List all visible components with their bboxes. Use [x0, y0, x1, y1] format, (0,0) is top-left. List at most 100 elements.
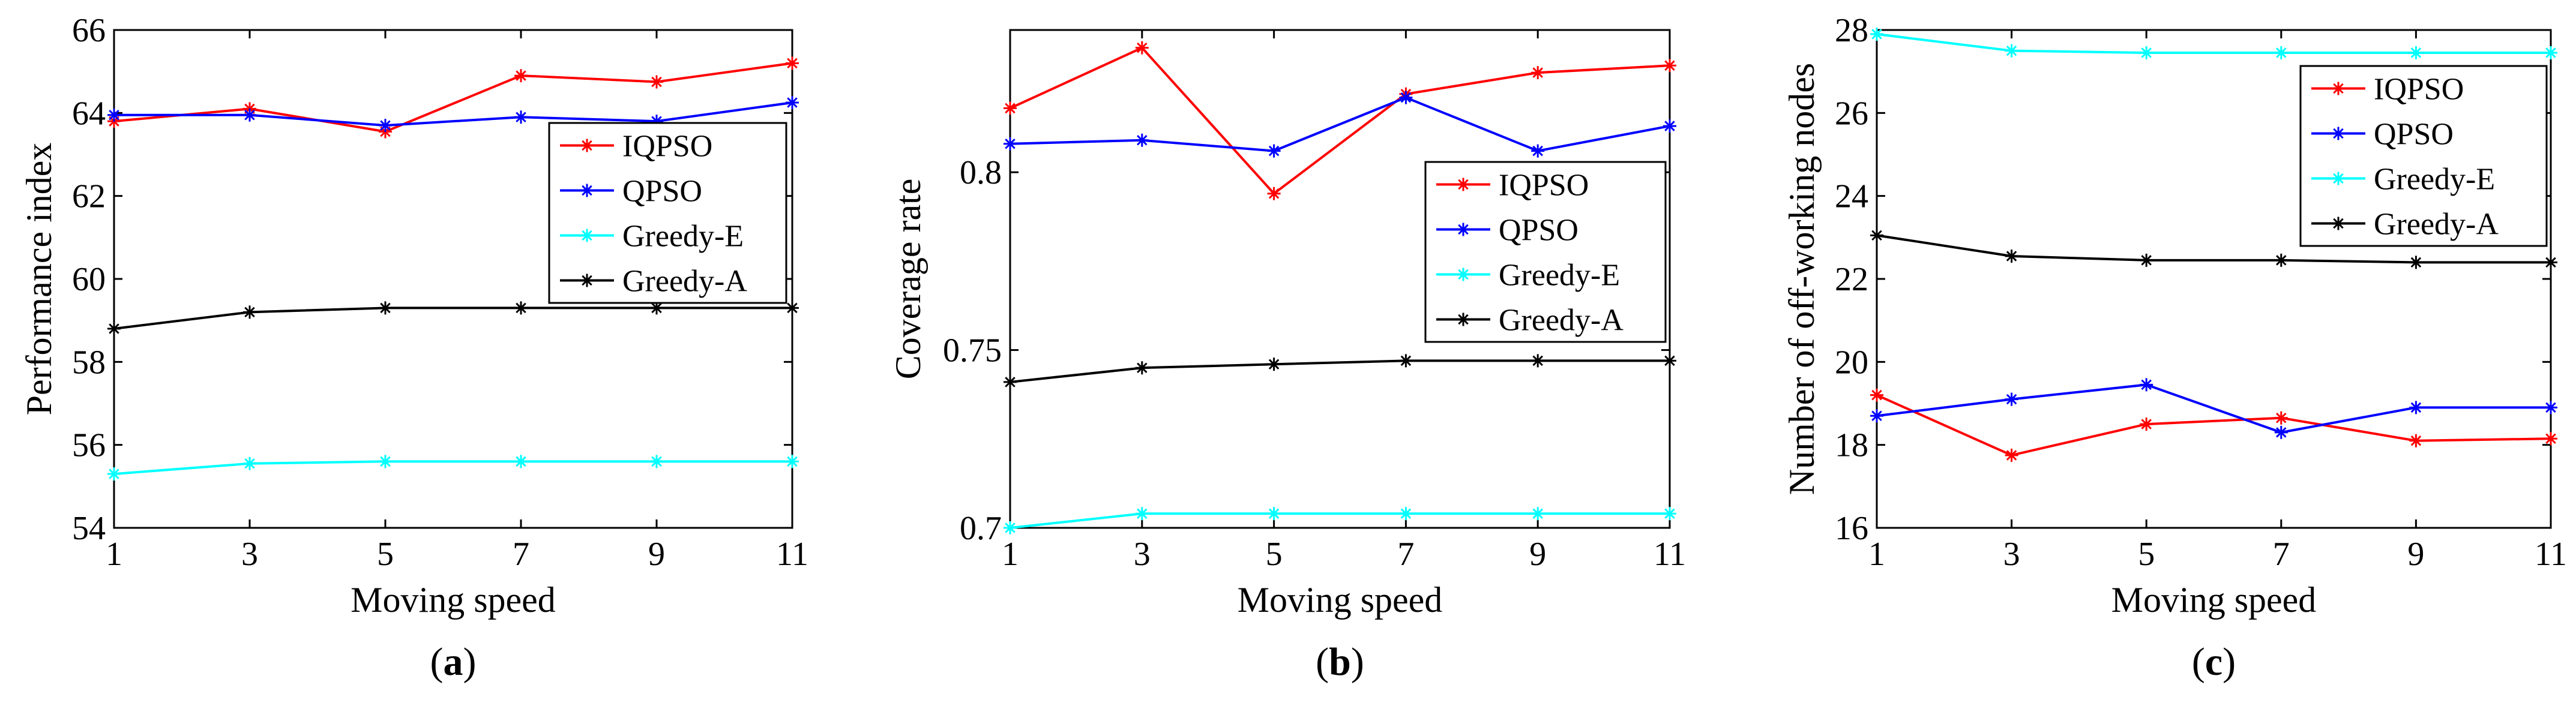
- x-tick-label: 7: [1397, 536, 1414, 573]
- panel-a: 54 56 58 60 62 64 66 1 3 5 7 9 11 Moving speed Perform…: [19, 12, 808, 684]
- series-greedy-a: [1870, 229, 2557, 269]
- series-line: [1876, 32, 2551, 55]
- data-point: [1531, 66, 1545, 80]
- panel-c: 16 18 20 22 24 26 28 1 3 5 7 9 11 Moving speed Number …: [1782, 12, 2567, 684]
- x-tick-label: 1: [106, 536, 122, 573]
- legend-marker: [580, 274, 594, 287]
- x-tick-label: 9: [2407, 536, 2424, 573]
- data-point: [1399, 354, 1413, 368]
- y-tick-label: 66: [72, 12, 106, 49]
- panel-caption: (c): [2192, 640, 2236, 684]
- y-tick-label: 0.7: [960, 510, 1002, 547]
- series-line: [1010, 359, 1670, 383]
- data-point: [2140, 378, 2153, 392]
- y-tick-label: 60: [72, 261, 106, 298]
- series-line: [113, 307, 792, 330]
- legend-label: Greedy-E: [622, 220, 744, 254]
- data-point: [1870, 27, 1883, 41]
- y-tick-label: 54: [72, 510, 106, 547]
- data-point: [1870, 409, 1883, 423]
- series-greedy-a: [1004, 354, 1676, 389]
- data-point: [2544, 256, 2557, 269]
- data-point: [1135, 41, 1149, 55]
- data-point: [2005, 448, 2018, 462]
- legend-marker: [1457, 268, 1470, 281]
- y-axis-label: Performance index: [19, 143, 59, 416]
- data-point: [1004, 101, 1017, 115]
- data-point: [1399, 91, 1413, 104]
- legend-label: IQPSO: [1499, 169, 1589, 203]
- x-tick-label: 3: [1134, 536, 1151, 573]
- data-point: [2274, 411, 2288, 425]
- data-point: [2274, 253, 2288, 267]
- data-point: [107, 467, 121, 481]
- x-tick-label: 7: [2273, 536, 2290, 573]
- legend-label: IQPSO: [622, 130, 712, 164]
- legend-box: [548, 122, 787, 304]
- data-point: [514, 455, 528, 468]
- data-point: [2274, 425, 2288, 439]
- x-tick-label: 5: [377, 536, 394, 573]
- data-point: [1267, 144, 1281, 158]
- data-point: [107, 108, 121, 122]
- data-point: [786, 301, 799, 315]
- legend-marker: [580, 184, 594, 197]
- data-point: [2409, 256, 2423, 269]
- y-tick-label: 22: [1835, 261, 1868, 298]
- data-point: [1135, 133, 1149, 147]
- data-point: [2140, 417, 2153, 431]
- y-tick-label: 28: [1835, 12, 1868, 49]
- y-tick-label: 24: [1835, 178, 1868, 215]
- data-point: [379, 119, 392, 133]
- legend-marker: [1457, 178, 1470, 191]
- x-axis-label: Moving speed: [351, 580, 556, 620]
- series-greedy-e: [1004, 507, 1676, 534]
- y-tick-label: 18: [1835, 427, 1868, 464]
- x-tick-label: 9: [648, 536, 665, 573]
- data-point: [1135, 507, 1149, 521]
- legend-marker: [2332, 82, 2345, 95]
- panel-caption-letter: a: [444, 640, 463, 684]
- series-line: [1876, 383, 2551, 434]
- y-tick-label: 16: [1835, 510, 1868, 547]
- legend-label: QPSO: [622, 175, 702, 209]
- plot-area-frame: [1009, 29, 1671, 529]
- x-tick-label: 3: [2003, 536, 2020, 573]
- panel-b: 0.7 0.75 0.8 1 3 5 7 9 11 Moving speed Coverage ra…: [888, 29, 1686, 684]
- y-axis-label: Number of off-working nodes: [1782, 63, 1822, 495]
- x-axis-label: Moving speed: [2111, 580, 2317, 620]
- data-point: [1531, 144, 1545, 158]
- legend: IQPSO QPSO Greedy-E Greedy-A: [548, 122, 787, 304]
- legend: IQPSO QPSO Greedy-E Greedy-A: [1424, 161, 1667, 343]
- data-point: [1870, 229, 1883, 242]
- legend-marker: [2332, 127, 2345, 140]
- data-point: [514, 301, 528, 315]
- data-point: [107, 322, 121, 335]
- series-line: [113, 460, 792, 476]
- data-point: [243, 305, 256, 319]
- series-greedy-a: [107, 301, 799, 335]
- data-point: [2140, 253, 2153, 267]
- x-tick-label: 11: [1654, 536, 1686, 573]
- y-tick-label: 58: [72, 344, 106, 381]
- data-point: [379, 301, 392, 315]
- data-point: [1267, 507, 1281, 521]
- data-point: [514, 69, 528, 83]
- y-tick-label: 26: [1835, 95, 1868, 132]
- series-line: [1876, 393, 2551, 457]
- legend-marker: [2332, 217, 2345, 230]
- data-point: [1267, 358, 1281, 371]
- data-point: [1399, 507, 1413, 521]
- y-tick-label: 0.8: [960, 154, 1002, 191]
- x-tick-label: 3: [241, 536, 258, 573]
- x-tick-label: 7: [513, 536, 529, 573]
- data-point: [786, 56, 799, 70]
- data-point: [2409, 401, 2423, 414]
- series-line: [1010, 46, 1670, 196]
- data-point: [2544, 401, 2557, 414]
- legend-box: [1424, 161, 1667, 343]
- series-line: [1876, 234, 2551, 264]
- series-iqpso: [1870, 388, 2557, 462]
- x-tick-label: 1: [1868, 536, 1885, 573]
